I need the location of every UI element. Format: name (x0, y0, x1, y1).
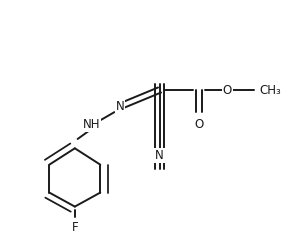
Text: O: O (223, 83, 232, 96)
Text: N: N (116, 100, 124, 113)
Text: O: O (194, 118, 204, 132)
Text: CH₃: CH₃ (260, 83, 282, 96)
Text: F: F (71, 221, 78, 234)
Text: N: N (155, 149, 164, 162)
Text: NH: NH (83, 118, 101, 132)
